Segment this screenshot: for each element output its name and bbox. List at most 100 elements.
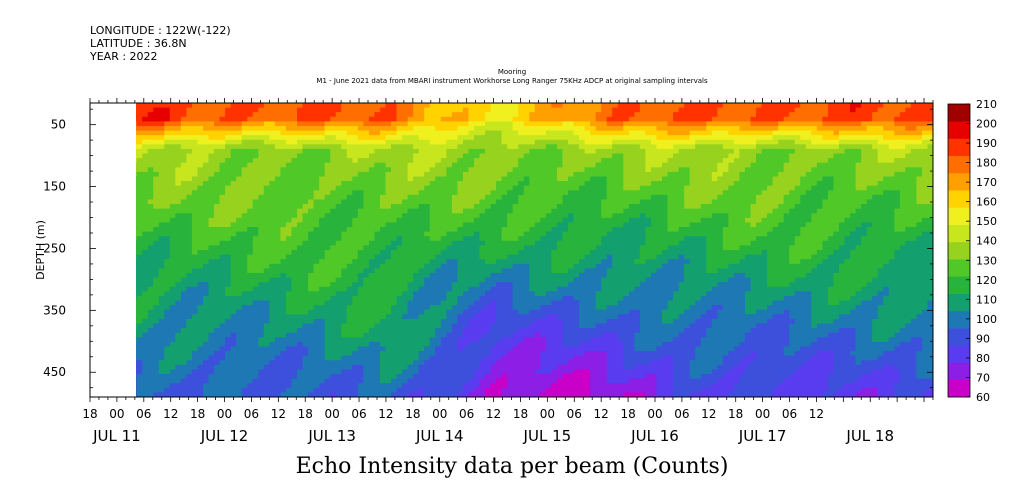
heatmap-cell: [142, 139, 149, 145]
heatmap-cell: [368, 318, 376, 325]
heatmap-cell: [374, 332, 381, 338]
heatmap-cell: [280, 355, 287, 361]
heatmap-cell: [468, 185, 475, 191]
heatmap-cell: [485, 286, 492, 292]
heatmap-cell: [153, 153, 160, 159]
heatmap-cell: [330, 323, 337, 329]
heatmap-cell: [479, 268, 486, 274]
heatmap-cell: [446, 213, 453, 219]
heatmap-cell: [468, 130, 475, 136]
heatmap-cell: [247, 125, 254, 132]
heatmap-cell: [374, 364, 381, 371]
heatmap-cell: [379, 341, 387, 348]
heatmap-cell: [197, 171, 204, 178]
heatmap-cell: [451, 185, 458, 191]
heatmap-cell: [236, 277, 243, 283]
heatmap-cell: [451, 162, 458, 168]
heatmap-cell: [396, 277, 403, 283]
heatmap-cell: [468, 254, 475, 260]
heatmap-cell: [379, 351, 387, 357]
heatmap-cell: [418, 116, 425, 122]
heatmap-cell: [197, 268, 204, 274]
heatmap-cell: [451, 222, 458, 228]
heatmap-cell: [180, 135, 188, 141]
heatmap-cell: [496, 309, 503, 315]
heatmap-cell: [352, 139, 359, 145]
heatmap-cell: [313, 291, 320, 297]
heatmap-cell: [407, 236, 414, 242]
heatmap-cell: [280, 199, 287, 205]
heatmap-cell: [319, 337, 326, 343]
heatmap-cell: [225, 176, 232, 182]
heatmap-cell: [330, 194, 337, 201]
heatmap-cell: [496, 208, 503, 214]
heatmap-cell: [191, 291, 199, 297]
heatmap-cell: [247, 360, 254, 366]
heatmap-cell: [357, 323, 364, 329]
heatmap-cell: [490, 139, 497, 145]
heatmap-cell: [529, 162, 536, 168]
heatmap-cell: [142, 364, 149, 371]
heatmap-cell: [313, 392, 320, 397]
heatmap-cell: [435, 194, 442, 201]
heatmap-cell: [435, 254, 442, 260]
heatmap-cell: [147, 392, 154, 397]
heatmap-cell: [374, 107, 381, 113]
heatmap-cell: [308, 204, 315, 210]
heatmap-cell: [357, 332, 364, 338]
heatmap-cell: [225, 346, 232, 352]
heatmap-cell: [440, 204, 447, 210]
heatmap-cell: [197, 135, 204, 141]
heatmap-cell: [468, 158, 475, 164]
heatmap-cell: [440, 125, 447, 132]
heatmap-cell: [180, 254, 188, 260]
heatmap-cell: [407, 383, 414, 389]
heatmap-cell: [142, 332, 149, 338]
heatmap-cell: [529, 139, 536, 145]
heatmap-cell: [230, 231, 237, 237]
heatmap-cell: [169, 162, 176, 168]
heatmap-cell: [440, 222, 447, 228]
heatmap-cell: [147, 360, 154, 366]
heatmap-cell: [274, 144, 282, 150]
heatmap-cell: [457, 139, 464, 145]
heatmap-cell: [302, 346, 309, 352]
heatmap-cell: [219, 176, 226, 182]
heatmap-cell: [274, 314, 282, 320]
heatmap-cell: [274, 263, 282, 269]
heatmap-cell: [241, 291, 248, 297]
heatmap-cell: [468, 144, 475, 150]
heatmap-cell: [341, 392, 348, 397]
heatmap-cell: [269, 144, 276, 150]
heatmap-cell: [136, 378, 138, 384]
heatmap-cell: [468, 116, 475, 122]
heatmap-cell: [357, 167, 364, 173]
heatmap-cell: [158, 171, 165, 178]
heatmap-cell: [247, 204, 254, 210]
heatmap-cell: [485, 272, 492, 279]
heatmap-cells: [136, 103, 933, 397]
heatmap-cell: [402, 199, 409, 205]
heatmap-cell: [142, 148, 149, 155]
heatmap-cell: [313, 107, 320, 113]
heatmap-cell: [197, 217, 204, 224]
heatmap-cell: [374, 268, 381, 274]
heatmap-cell: [175, 387, 182, 393]
heatmap-cell: [330, 360, 337, 366]
heatmap-cell: [291, 268, 298, 274]
heatmap-cell: [252, 190, 259, 196]
heatmap-cell: [374, 185, 381, 191]
heatmap-cell: [523, 153, 530, 159]
heatmap-cell: [269, 107, 276, 113]
heatmap-cell: [280, 185, 287, 191]
heatmap-cell: [462, 222, 470, 228]
heatmap-cell: [274, 194, 282, 201]
heatmap-cell: [529, 305, 536, 311]
heatmap-cell: [274, 231, 282, 237]
heatmap-cell: [341, 378, 348, 384]
heatmap-cell: [158, 254, 165, 260]
heatmap-cell: [203, 392, 210, 397]
heatmap-cell: [291, 121, 298, 127]
heatmap-cell: [485, 181, 492, 187]
heatmap-cell: [214, 259, 221, 265]
